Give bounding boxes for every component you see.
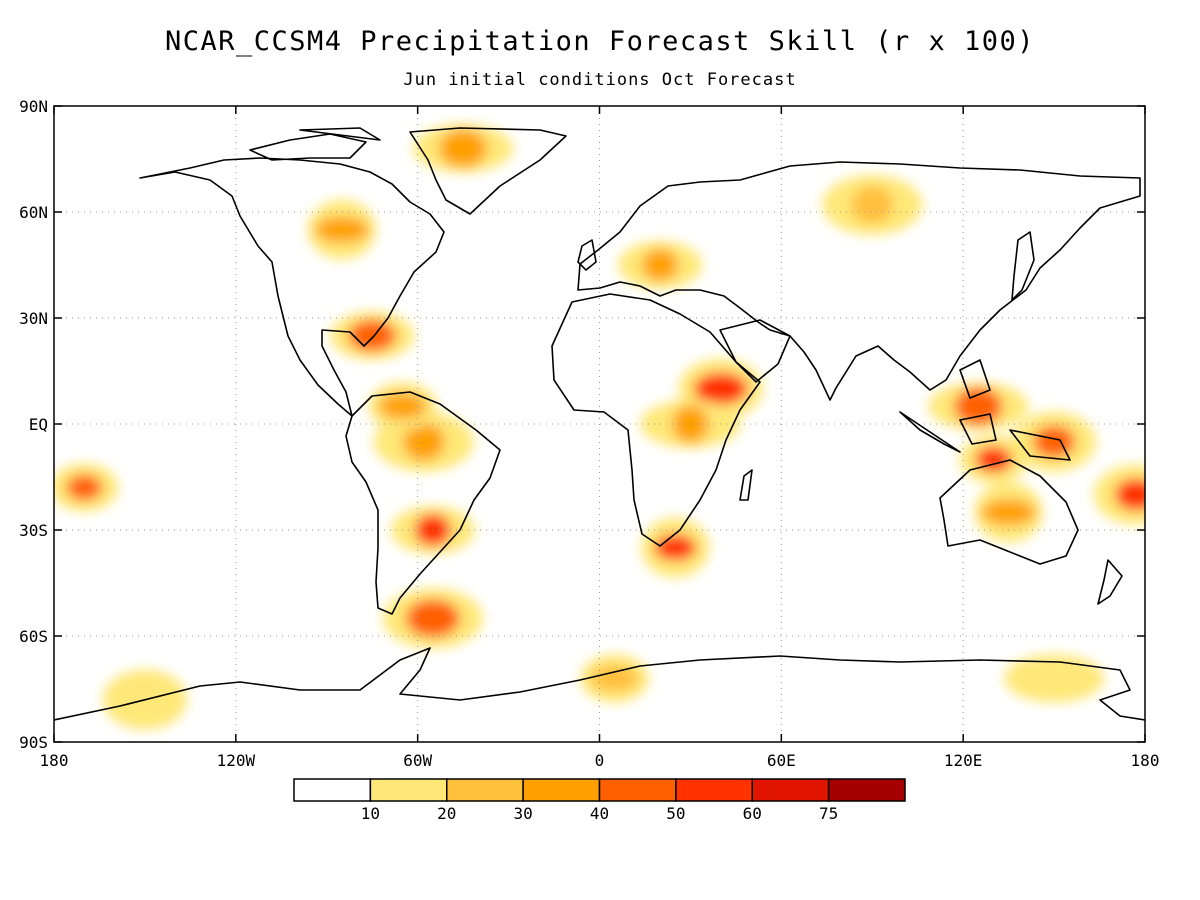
longitude-labels: 180 120W 60W 0 60E 120E 180 (40, 106, 1160, 770)
skill-region (654, 534, 697, 561)
colorbar-swatch (369, 778, 448, 802)
skill-region (348, 319, 397, 352)
lon-tick-label: 180 (1131, 751, 1160, 770)
coastline-australia (939, 459, 1079, 565)
colorbar-swatch (446, 778, 524, 802)
lon-tick-label: 60E (767, 751, 796, 770)
lat-tick-label: 60S (19, 627, 48, 646)
colorbar-swatch (675, 778, 753, 802)
colorbar-label: 30 (513, 804, 532, 823)
colorbar-label: 20 (437, 804, 456, 823)
skill-region (439, 129, 488, 168)
skill-region (975, 446, 1012, 473)
skill-region (314, 216, 369, 243)
chart-subtitle: Jun initial conditions Oct Forecast (403, 70, 797, 90)
coastline-arctic-islands (249, 127, 381, 161)
coastline-arabia (719, 319, 791, 383)
colorbar (293, 778, 906, 802)
skill-region (693, 372, 748, 405)
colorbar-swatch (827, 778, 906, 802)
coastline-greenland (409, 127, 567, 215)
coastline-madagascar (739, 469, 753, 501)
lat-tick-label: 30N (19, 309, 48, 328)
coastline-british-isles (577, 239, 597, 271)
skill-region (405, 599, 460, 638)
colorbar-label: 60 (743, 804, 762, 823)
skill-region (66, 474, 103, 501)
coastline-japan (1011, 231, 1035, 301)
lat-tick-label: 60N (19, 203, 48, 222)
lon-tick-label: 120W (217, 751, 256, 770)
coastline-maritime-continent (899, 359, 1071, 461)
skill-region (1036, 659, 1073, 698)
lat-tick-label: 30S (19, 521, 48, 540)
skill-region (981, 499, 1036, 526)
lat-tick-label: EQ (29, 415, 48, 434)
colorbar-swatch (522, 778, 601, 802)
lon-tick-label: 60W (403, 751, 432, 770)
skill-field-layer (54, 124, 1145, 730)
colorbar-swatch (598, 778, 677, 802)
coastline-eurasia (577, 161, 1141, 401)
chart-title: NCAR_CCSM4 Precipitation Forecast Skill … (164, 26, 1035, 57)
lat-tick-label: 90N (19, 97, 48, 116)
skill-region (1033, 425, 1076, 458)
skill-region (590, 665, 639, 692)
colorbar-label: 50 (666, 804, 685, 823)
skill-region (1114, 478, 1145, 511)
colorbar-swatch (751, 778, 830, 802)
lon-tick-label: 120E (944, 751, 983, 770)
skill-region (378, 393, 427, 420)
coastlines (54, 127, 1145, 721)
coastline-new-zealand (1097, 559, 1123, 605)
coastline-antarctica (54, 647, 1145, 721)
colorbar-labels: 10 20 30 40 50 60 75 (361, 804, 839, 823)
colorbar-swatch (293, 778, 372, 802)
coastline-africa (551, 293, 761, 547)
lon-tick-label: 180 (40, 751, 69, 770)
lat-tick-label: 90S (19, 733, 48, 752)
coastline-south-america (345, 391, 501, 615)
latitude-labels: 90N 60N 30N EQ 30S 60S 90S (19, 97, 1145, 752)
skill-region (851, 185, 894, 224)
coastline-north-america (139, 157, 445, 417)
colorbar-label: 40 (590, 804, 609, 823)
lon-tick-label: 0 (595, 751, 605, 770)
colorbar-label: 75 (819, 804, 838, 823)
skill-region (642, 249, 679, 281)
colorbar-label: 10 (361, 804, 380, 823)
map-gridlines (54, 106, 1145, 742)
skill-region (402, 422, 445, 461)
